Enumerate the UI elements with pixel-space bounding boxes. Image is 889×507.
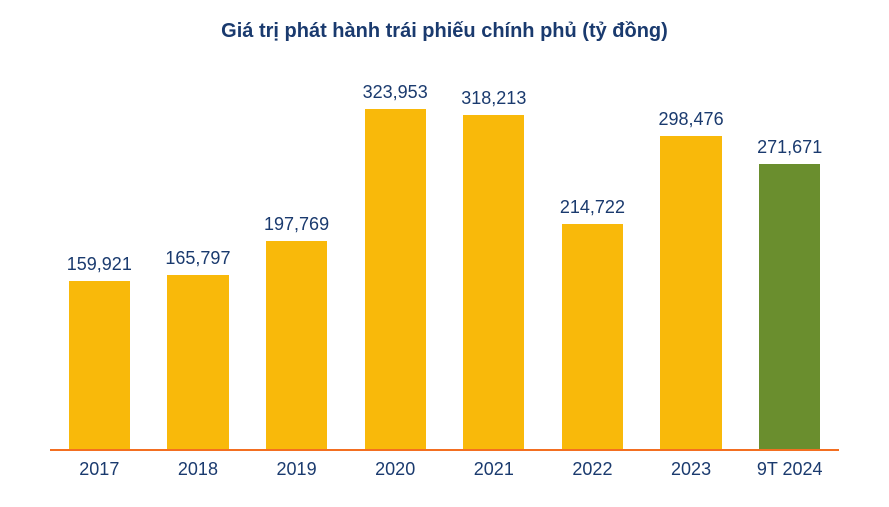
- bar: [266, 241, 327, 449]
- bar: [463, 115, 524, 449]
- bar: [759, 164, 820, 449]
- bar: [365, 109, 426, 449]
- bar-chart: 159,921165,797 197,769 323,953318,213 214,7…: [30, 71, 859, 491]
- x-axis-label: 2018: [149, 459, 248, 480]
- x-axis-label: 9T 2024: [740, 459, 839, 480]
- bar-value-label: 271,671: [740, 137, 839, 158]
- bar-slot: 298,476: [642, 71, 741, 449]
- bar-slot: 323,953: [346, 71, 445, 449]
- chart-title: Giá trị phát hành trái phiếu chính phủ (…: [30, 20, 859, 43]
- x-axis-label: 2017: [50, 459, 149, 480]
- bar: [167, 275, 228, 449]
- bar-value-label: 323,953: [346, 82, 445, 103]
- bar-slot: 271,671: [740, 71, 839, 449]
- bar-slot: 214,722: [543, 71, 642, 449]
- bar-slot: 165,797: [149, 71, 248, 449]
- bar: [660, 136, 721, 449]
- bar-slot: 159,921: [50, 71, 149, 449]
- bar-value-label: 298,476: [642, 109, 741, 130]
- bar-value-label: 197,769: [247, 214, 346, 235]
- bar-value-label: 214,722: [543, 197, 642, 218]
- bar-value-label: 165,797: [149, 248, 248, 269]
- x-axis-label: 2020: [346, 459, 445, 480]
- bar-value-label: 318,213: [445, 88, 544, 109]
- bar-slot: 318,213: [445, 71, 544, 449]
- bar-value-label: 159,921: [50, 254, 149, 275]
- bar-slot: 197,769: [247, 71, 346, 449]
- x-axis-label: 2019: [247, 459, 346, 480]
- bar: [562, 224, 623, 449]
- x-axis-label: 2021: [445, 459, 544, 480]
- bars-row: 159,921165,797 197,769 323,953318,213 214,7…: [50, 71, 839, 449]
- x-axis-label: 2022: [543, 459, 642, 480]
- x-axis: 20172018201920202021202220239T 2024: [50, 451, 839, 491]
- bar: [69, 281, 130, 449]
- plot-area: 159,921165,797 197,769 323,953318,213 214,7…: [50, 71, 839, 451]
- x-axis-label: 2023: [642, 459, 741, 480]
